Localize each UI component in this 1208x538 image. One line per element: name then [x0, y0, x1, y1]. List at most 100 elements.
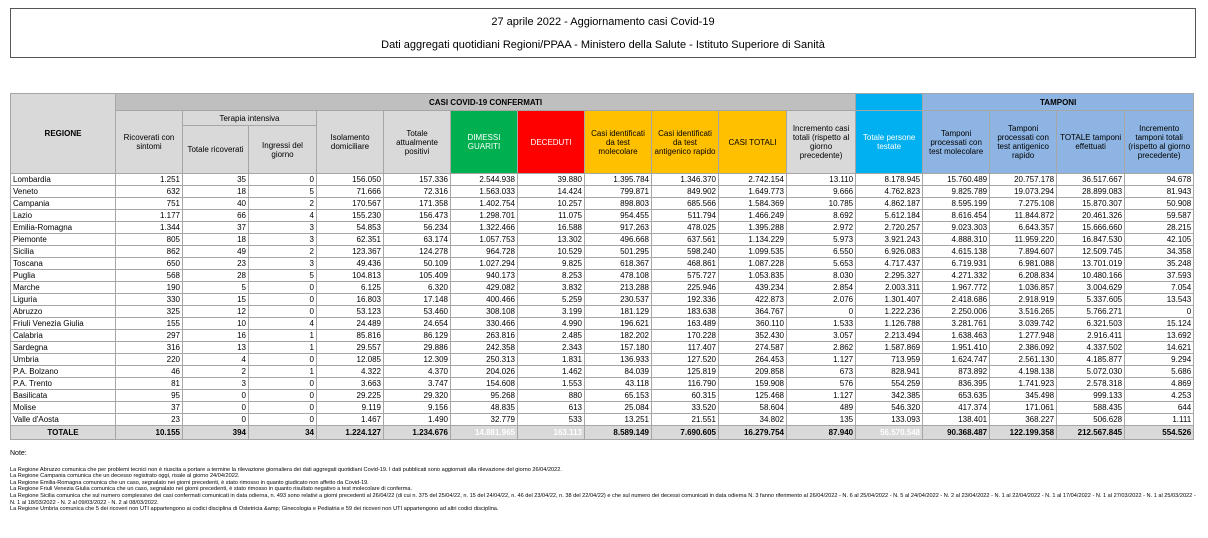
table-cell: 4.322: [316, 365, 384, 378]
table-cell: 478.108: [584, 269, 652, 282]
table-cell: 62.351: [316, 233, 384, 246]
table-cell: 9.119: [316, 401, 384, 414]
table-cell: 170.567: [316, 197, 384, 210]
table-cell: 6.321.503: [1056, 317, 1126, 330]
table-cell: 155: [115, 317, 183, 330]
table-cell: 15: [182, 293, 249, 306]
table-cell: 10.529: [517, 245, 585, 258]
table-cell: 171.061: [989, 401, 1058, 414]
data-table: REGIONE CASI COVID-19 CONFERMATI TAMPONI Ri…: [10, 93, 1195, 440]
table-cell: 13.692: [1124, 329, 1195, 342]
table-cell: 6.643.357: [989, 221, 1058, 234]
table-cell: 23: [115, 413, 183, 426]
table-cell: 213.288: [584, 281, 652, 294]
table-cell: 653.635: [922, 389, 991, 402]
table-cell: 37: [182, 221, 249, 234]
table-cell: 56.234: [383, 221, 451, 234]
table-cell: 138.401: [922, 413, 991, 426]
note-line: La Regione Emilia-Romagna comunica che u…: [10, 479, 369, 486]
total-row: TOTALE 10.155 394 34 1.224.127 1.234.676 14.88…: [10, 425, 1195, 440]
table-cell: 230.537: [584, 293, 652, 306]
table-cell: 898.803: [584, 197, 652, 210]
table-cell: 4.717.437: [855, 257, 924, 270]
table-cell: 2.561.130: [989, 353, 1058, 366]
table-cell: 1.222.236: [855, 305, 924, 318]
table-cell: 0: [785, 305, 857, 318]
column-header: CASI TOTALI: [718, 110, 787, 174]
table-cell: 1.831: [517, 353, 585, 366]
table-cell: 3.057: [785, 329, 857, 342]
table-cell: 5.259: [517, 293, 585, 306]
region-name: Valle d'Aosta: [10, 413, 116, 426]
table-cell: 33.520: [651, 401, 719, 414]
table-cell: 11.844.872: [989, 209, 1058, 222]
table-cell: 157.336: [383, 173, 451, 186]
table-cell: 0: [1124, 305, 1195, 318]
table-cell: 2.386.092: [989, 341, 1058, 354]
table-cell: 29.557: [316, 341, 384, 354]
table-cell: 2.295.327: [855, 269, 924, 282]
table-cell: 50.908: [1124, 197, 1195, 210]
table-cell: 364.767: [718, 305, 787, 318]
table-cell: 34.802: [718, 413, 787, 426]
table-cell: 60.315: [651, 389, 719, 402]
table-cell: 58.604: [718, 401, 787, 414]
table-cell: 53.460: [383, 305, 451, 318]
region-name: Puglia: [10, 269, 116, 282]
table-cell: 12: [182, 305, 249, 318]
title: 27 aprile 2022 - Aggiornamento casi Covi…: [491, 16, 715, 28]
table-row: Sardegna 316 13 1 29.557 29.886 242.358 2.343 15…: [10, 341, 1195, 354]
table-cell: 250.313: [450, 353, 518, 366]
table-cell: 25.084: [584, 401, 652, 414]
table-cell: 1.466.249: [718, 209, 787, 222]
region-name: Sicilia: [10, 245, 116, 258]
table-cell: 13.251: [584, 413, 652, 426]
region-name: Piemonte: [10, 233, 116, 246]
table-cell: 836.395: [922, 377, 991, 390]
table-cell: 10.257: [517, 197, 585, 210]
table-cell: 489: [785, 401, 857, 414]
table-cell: 352.430: [718, 329, 787, 342]
table-cell: 880: [517, 389, 585, 402]
table-row: Marche 190 5 0 6.125 6.320 429.082 3.832 213.288…: [10, 281, 1195, 294]
table-cell: 170.228: [651, 329, 719, 342]
table-cell: 156.050: [316, 173, 384, 186]
table-cell: 3.004.629: [1056, 281, 1126, 294]
table-cell: 8.616.454: [922, 209, 991, 222]
table-cell: 11.075: [517, 209, 585, 222]
table-cell: 183.638: [651, 305, 719, 318]
table-cell: 13.701.019: [1056, 257, 1126, 270]
table-row: Sicilia 862 49 2 123.367 124.278 964.728 10.529…: [10, 245, 1195, 258]
table-cell: 598.240: [651, 245, 719, 258]
table-cell: 1.587.869: [855, 341, 924, 354]
table-cell: 4.862.187: [855, 197, 924, 210]
group-header: TAMPONI: [922, 93, 1195, 111]
table-cell: 1.301.407: [855, 293, 924, 306]
table-cell: 123.367: [316, 245, 384, 258]
table-cell: 242.358: [450, 341, 518, 354]
table-cell: 873.892: [922, 365, 991, 378]
table-cell: 501.295: [584, 245, 652, 258]
total-cell: 90.368.487: [922, 425, 991, 440]
table-cell: 54.853: [316, 221, 384, 234]
table-cell: 3.921.243: [855, 233, 924, 246]
table-cell: 12.509.745: [1056, 245, 1126, 258]
table-row: P.A. Bolzano 46 2 1 4.322 4.370 204.026 1.462 84…: [10, 365, 1195, 378]
table-cell: 84.039: [584, 365, 652, 378]
table-cell: 72.316: [383, 185, 451, 198]
table-cell: 1: [248, 365, 317, 378]
table-cell: 15.760.489: [922, 173, 991, 186]
table-cell: 133.093: [855, 413, 924, 426]
total-cell: 10.155: [115, 425, 183, 440]
table-cell: 2: [248, 245, 317, 258]
table-cell: 345.498: [989, 389, 1058, 402]
table-cell: 42.105: [1124, 233, 1195, 246]
column-header: Incremento casi totali (rispetto al gior…: [785, 110, 857, 174]
table-cell: 0: [182, 389, 249, 402]
table-body: Lombardia 1.251 35 0 156.050 157.336 2.544.938…: [10, 173, 1195, 426]
table-cell: 204.026: [450, 365, 518, 378]
table-cell: 29.886: [383, 341, 451, 354]
table-cell: 8.595.199: [922, 197, 991, 210]
total-cell: 1.224.127: [316, 425, 384, 440]
table-cell: 342.385: [855, 389, 924, 402]
